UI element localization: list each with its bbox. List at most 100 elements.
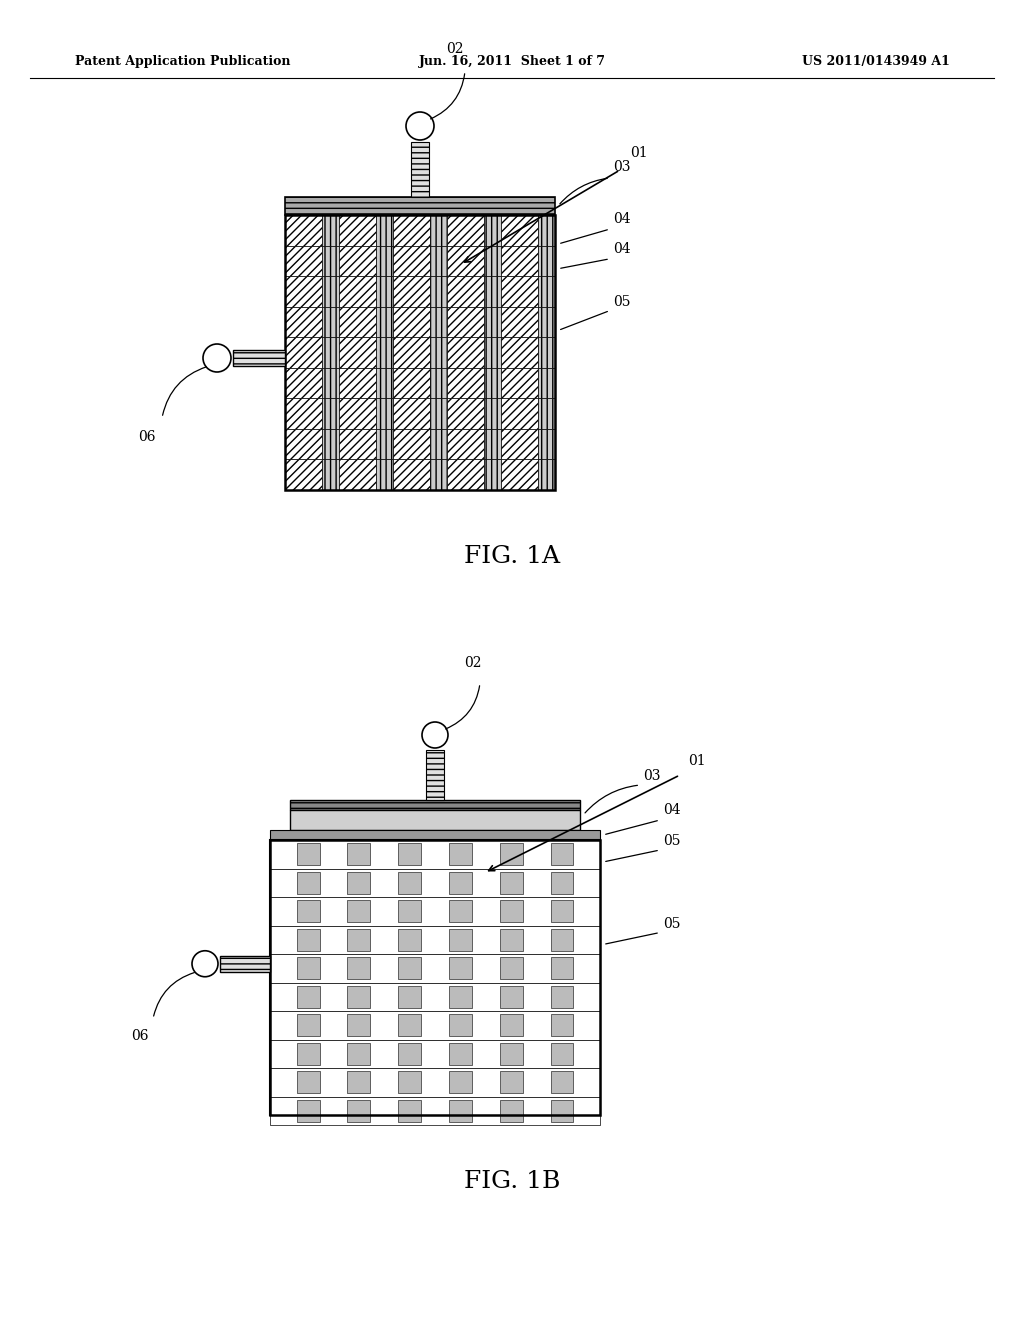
Bar bbox=[500, 957, 522, 979]
Bar bbox=[285, 399, 322, 429]
Bar bbox=[483, 399, 501, 429]
Circle shape bbox=[406, 112, 434, 140]
Bar bbox=[270, 1097, 600, 1125]
Bar bbox=[285, 246, 322, 276]
Text: 01: 01 bbox=[688, 754, 706, 768]
Text: 04: 04 bbox=[613, 213, 631, 226]
Bar bbox=[447, 429, 483, 459]
Bar bbox=[483, 459, 501, 490]
Bar bbox=[449, 900, 472, 923]
Bar bbox=[347, 1043, 371, 1065]
Bar bbox=[393, 337, 430, 368]
Text: 02: 02 bbox=[446, 42, 464, 55]
Bar bbox=[393, 399, 430, 429]
Text: 01: 01 bbox=[630, 147, 647, 160]
Bar bbox=[376, 399, 393, 429]
Bar bbox=[339, 337, 376, 368]
Bar bbox=[393, 306, 430, 337]
Bar bbox=[347, 900, 371, 923]
Bar bbox=[322, 306, 339, 337]
Bar bbox=[347, 986, 371, 1007]
Bar bbox=[339, 276, 376, 306]
Bar bbox=[551, 986, 573, 1007]
Bar bbox=[447, 337, 483, 368]
Bar bbox=[398, 843, 421, 865]
Bar bbox=[285, 215, 322, 246]
Bar bbox=[347, 957, 371, 979]
Bar bbox=[538, 215, 555, 246]
Bar bbox=[297, 1043, 319, 1065]
Bar bbox=[347, 929, 371, 950]
Bar bbox=[297, 873, 319, 894]
Bar bbox=[398, 1043, 421, 1065]
Bar bbox=[376, 246, 393, 276]
Bar bbox=[297, 843, 319, 865]
Bar bbox=[500, 843, 522, 865]
Bar bbox=[449, 1072, 472, 1093]
Text: 05: 05 bbox=[613, 294, 631, 309]
Bar bbox=[449, 1043, 472, 1065]
Bar bbox=[483, 429, 501, 459]
Bar bbox=[538, 246, 555, 276]
Bar bbox=[270, 1068, 600, 1097]
Circle shape bbox=[193, 950, 218, 977]
Bar bbox=[322, 276, 339, 306]
Bar bbox=[538, 459, 555, 490]
Bar bbox=[447, 306, 483, 337]
Text: FIG. 1A: FIG. 1A bbox=[464, 545, 560, 568]
Bar bbox=[447, 368, 483, 399]
Bar bbox=[285, 276, 322, 306]
Text: 05: 05 bbox=[663, 834, 681, 847]
Bar bbox=[551, 929, 573, 950]
Bar bbox=[430, 306, 447, 337]
Bar bbox=[297, 1100, 319, 1122]
Bar bbox=[447, 399, 483, 429]
Bar bbox=[285, 215, 555, 490]
Bar bbox=[285, 459, 322, 490]
Bar bbox=[270, 840, 600, 869]
Bar bbox=[376, 215, 393, 246]
Bar bbox=[449, 957, 472, 979]
Bar bbox=[430, 246, 447, 276]
Bar bbox=[233, 350, 285, 366]
Bar bbox=[285, 337, 322, 368]
Bar bbox=[347, 1014, 371, 1036]
Bar bbox=[347, 843, 371, 865]
Bar bbox=[500, 1072, 522, 1093]
Bar bbox=[339, 429, 376, 459]
Bar bbox=[483, 306, 501, 337]
Bar bbox=[430, 368, 447, 399]
Bar bbox=[483, 368, 501, 399]
Bar bbox=[297, 1014, 319, 1036]
Bar bbox=[322, 459, 339, 490]
Text: Patent Application Publication: Patent Application Publication bbox=[75, 55, 291, 69]
Bar bbox=[501, 337, 538, 368]
Bar bbox=[551, 1100, 573, 1122]
Bar bbox=[430, 459, 447, 490]
Bar bbox=[339, 459, 376, 490]
Text: Jun. 16, 2011  Sheet 1 of 7: Jun. 16, 2011 Sheet 1 of 7 bbox=[419, 55, 605, 69]
Bar bbox=[339, 399, 376, 429]
Text: 06: 06 bbox=[131, 1028, 148, 1043]
Bar bbox=[322, 399, 339, 429]
Bar bbox=[449, 1100, 472, 1122]
Bar bbox=[538, 368, 555, 399]
Bar bbox=[339, 246, 376, 276]
Bar bbox=[500, 873, 522, 894]
Bar bbox=[376, 459, 393, 490]
Bar bbox=[430, 276, 447, 306]
Bar bbox=[449, 873, 472, 894]
Bar bbox=[501, 276, 538, 306]
Bar bbox=[376, 337, 393, 368]
Bar bbox=[551, 1072, 573, 1093]
Bar bbox=[483, 276, 501, 306]
Bar bbox=[500, 929, 522, 950]
Bar bbox=[297, 900, 319, 923]
Bar bbox=[270, 1011, 600, 1040]
Bar bbox=[449, 843, 472, 865]
Bar bbox=[398, 900, 421, 923]
Bar bbox=[501, 399, 538, 429]
Bar bbox=[398, 957, 421, 979]
Circle shape bbox=[203, 345, 231, 372]
Text: 06: 06 bbox=[138, 430, 156, 444]
